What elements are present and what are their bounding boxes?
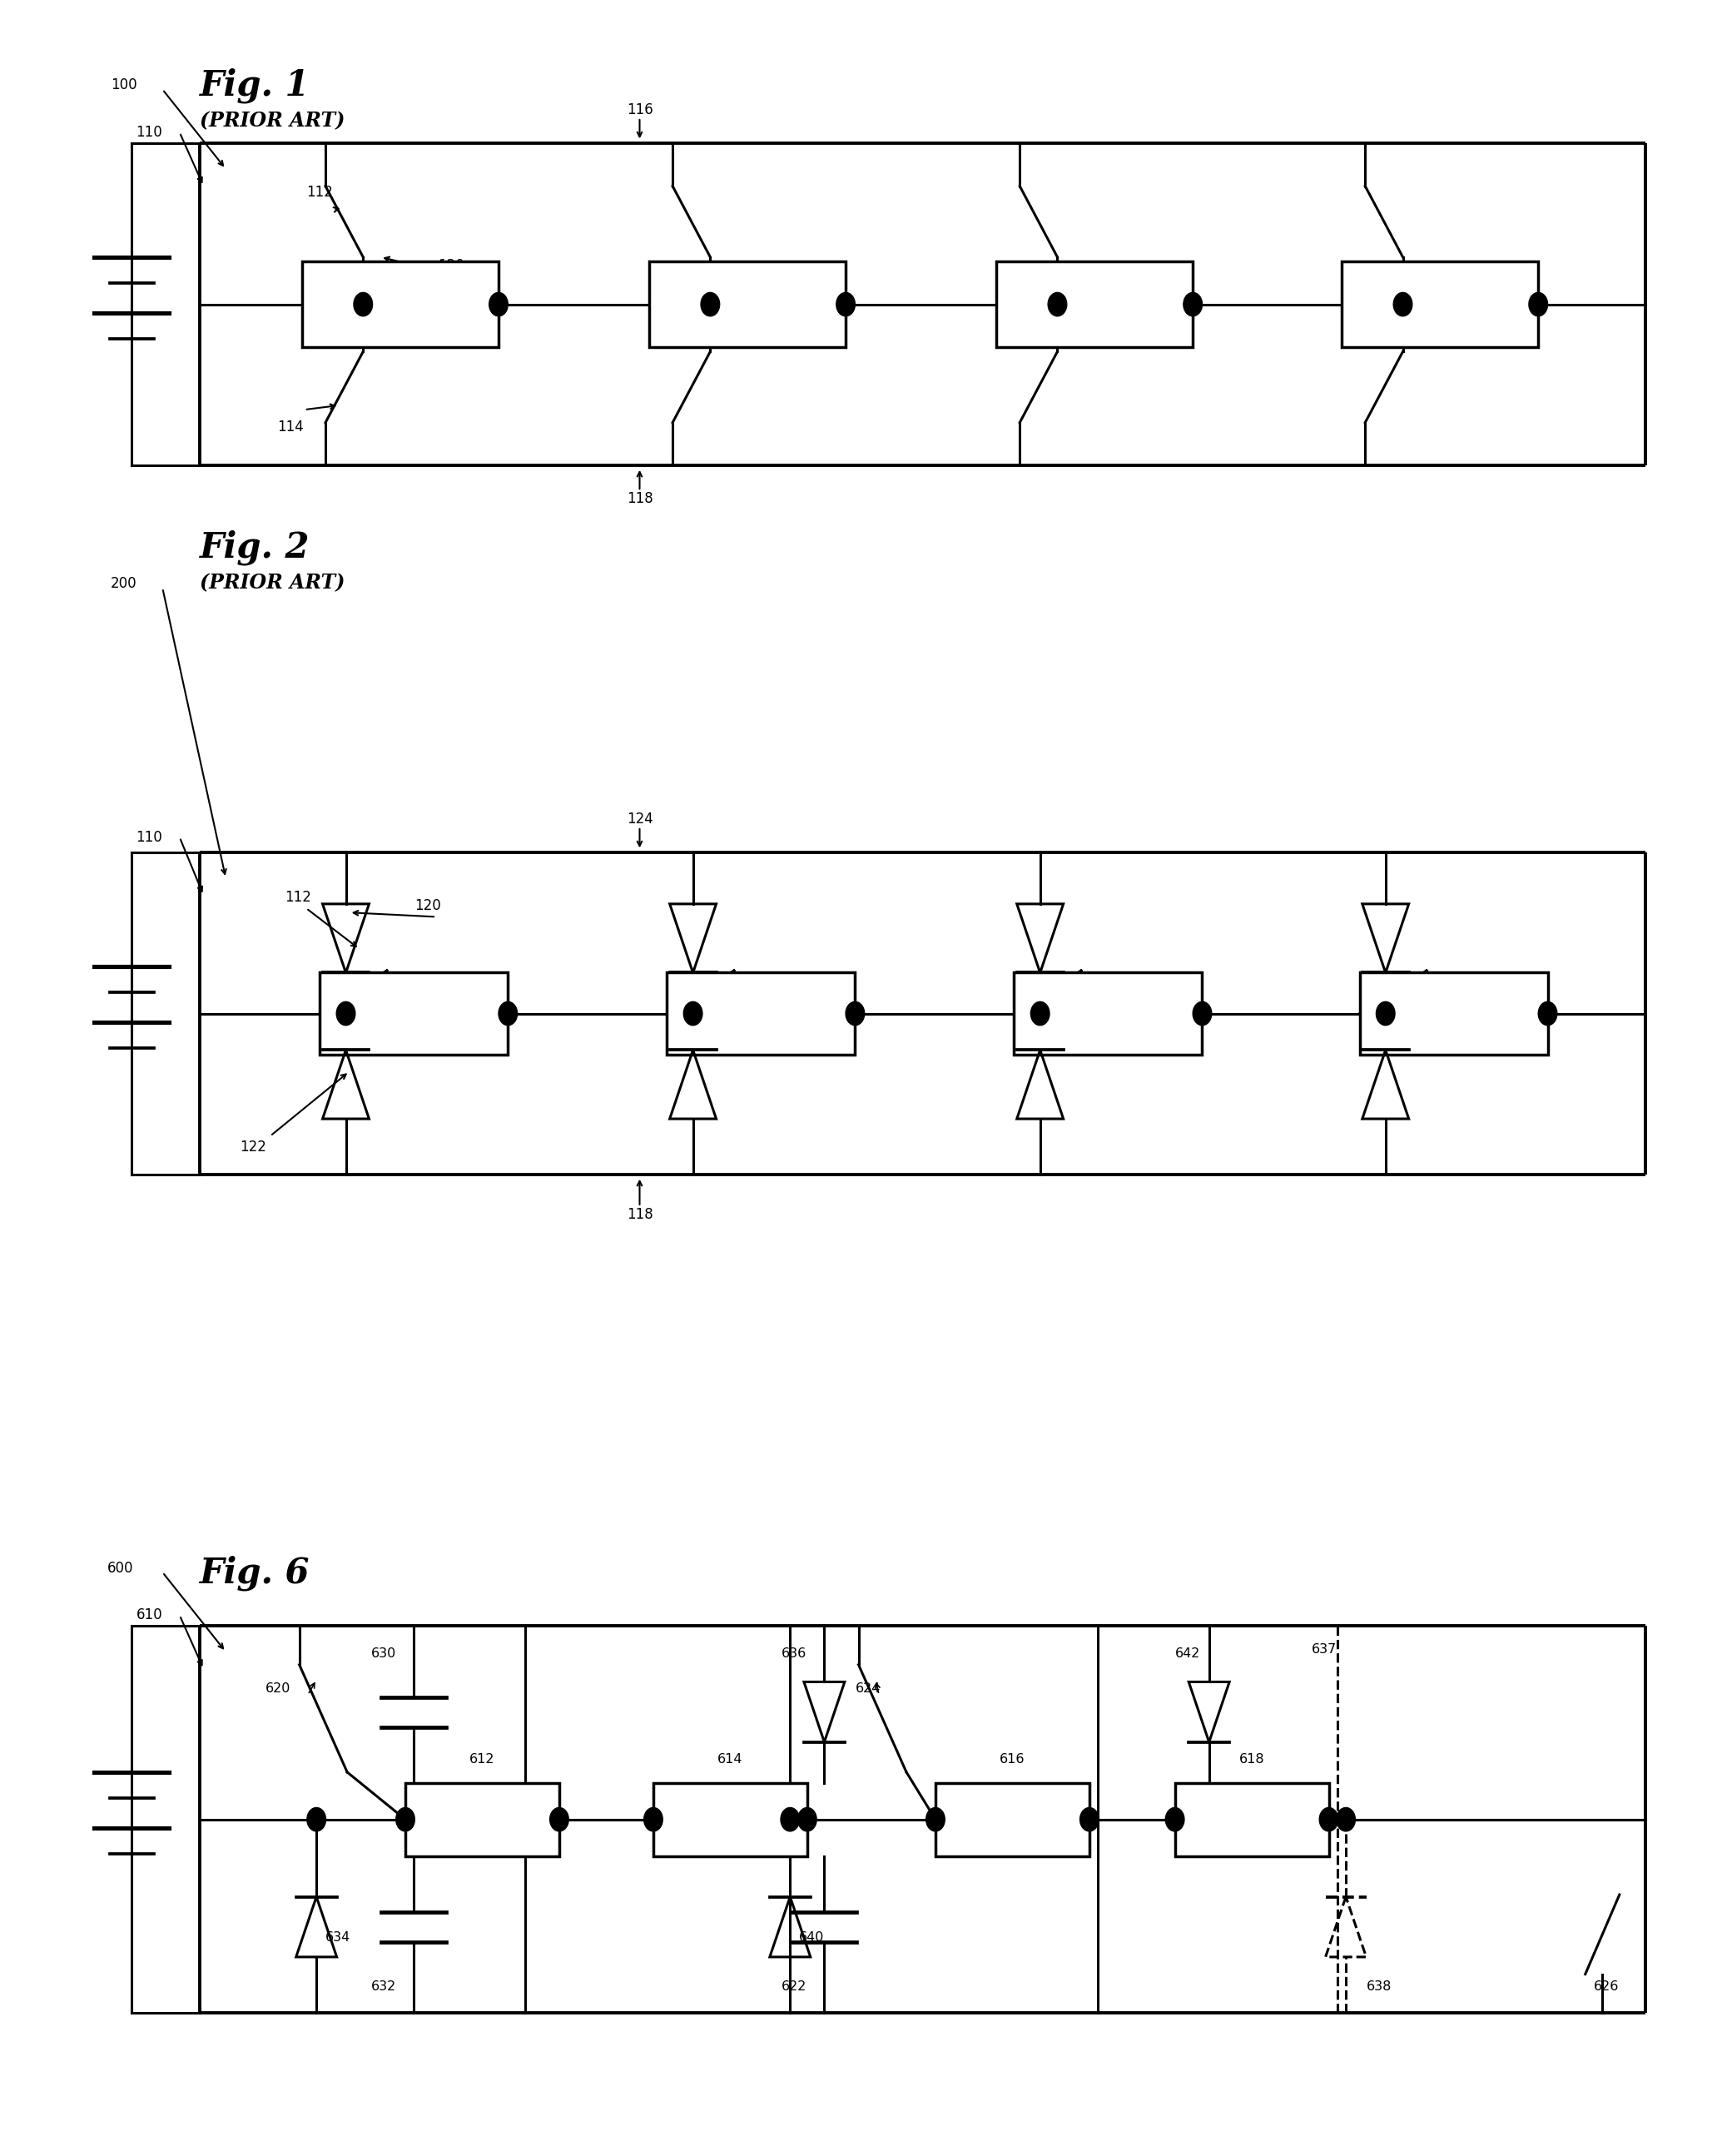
Circle shape — [701, 293, 719, 317]
Text: 114: 114 — [278, 418, 304, 433]
Circle shape — [1538, 1003, 1557, 1026]
Circle shape — [925, 1807, 944, 1830]
Text: 630: 630 — [371, 1647, 397, 1660]
Bar — [996, 261, 1193, 347]
Text: 626: 626 — [1593, 1981, 1619, 1992]
Circle shape — [498, 1003, 517, 1026]
Circle shape — [307, 1807, 326, 1830]
Circle shape — [397, 1807, 416, 1830]
Text: 624: 624 — [855, 1682, 881, 1695]
Circle shape — [1528, 293, 1547, 317]
Text: 620: 620 — [266, 1682, 290, 1695]
Circle shape — [1394, 293, 1411, 317]
Text: 120: 120 — [414, 899, 441, 914]
Circle shape — [846, 1003, 864, 1026]
Circle shape — [549, 1807, 568, 1830]
Bar — [1015, 972, 1202, 1054]
Circle shape — [1336, 1807, 1355, 1830]
Text: (PRIOR ART): (PRIOR ART) — [201, 110, 345, 132]
Text: 116: 116 — [627, 101, 652, 116]
Bar — [936, 1783, 1089, 1856]
Text: Fig. 6: Fig. 6 — [201, 1554, 311, 1591]
Circle shape — [489, 293, 508, 317]
Bar — [1174, 1783, 1329, 1856]
Circle shape — [1047, 293, 1066, 317]
Text: (PRIOR ART): (PRIOR ART) — [201, 573, 345, 593]
Text: 618: 618 — [1240, 1753, 1264, 1766]
Text: 110: 110 — [136, 830, 163, 845]
Circle shape — [1080, 1807, 1099, 1830]
Text: 637: 637 — [1312, 1643, 1338, 1656]
Text: 200: 200 — [110, 576, 137, 591]
Bar — [1360, 972, 1547, 1054]
Circle shape — [798, 1807, 817, 1830]
Text: 642: 642 — [1174, 1647, 1200, 1660]
Circle shape — [836, 293, 855, 317]
Text: 622: 622 — [781, 1981, 807, 1992]
Bar — [1341, 261, 1538, 347]
Text: 636: 636 — [781, 1647, 807, 1660]
Circle shape — [1375, 1003, 1394, 1026]
Circle shape — [1030, 1003, 1049, 1026]
Text: 638: 638 — [1367, 1981, 1392, 1992]
Text: 120: 120 — [438, 259, 465, 274]
Text: 614: 614 — [718, 1753, 743, 1766]
Circle shape — [1166, 1807, 1185, 1830]
Circle shape — [781, 1807, 800, 1830]
Bar — [405, 1783, 560, 1856]
Bar — [319, 972, 508, 1054]
Circle shape — [644, 1807, 663, 1830]
Circle shape — [337, 1003, 355, 1026]
Text: Fig. 1: Fig. 1 — [201, 69, 311, 103]
Text: 122: 122 — [240, 1138, 266, 1153]
Bar — [302, 261, 498, 347]
Text: 118: 118 — [627, 1207, 652, 1222]
Text: 616: 616 — [999, 1753, 1025, 1766]
Text: 634: 634 — [326, 1932, 350, 1945]
Text: 610: 610 — [136, 1608, 163, 1623]
Circle shape — [1319, 1807, 1338, 1830]
Text: 632: 632 — [371, 1981, 397, 1992]
Circle shape — [683, 1003, 702, 1026]
Circle shape — [1193, 1003, 1212, 1026]
Text: 124: 124 — [627, 811, 652, 826]
Text: 100: 100 — [110, 78, 137, 93]
Bar — [666, 972, 855, 1054]
Bar — [652, 1783, 807, 1856]
Circle shape — [1183, 293, 1202, 317]
Text: 112: 112 — [285, 890, 311, 906]
Text: Fig. 2: Fig. 2 — [201, 530, 311, 565]
Bar — [649, 261, 846, 347]
Text: 110: 110 — [136, 125, 163, 140]
Text: 600: 600 — [106, 1561, 134, 1576]
Circle shape — [354, 293, 373, 317]
Text: 112: 112 — [307, 185, 333, 201]
Text: 118: 118 — [627, 492, 652, 507]
Text: 612: 612 — [469, 1753, 494, 1766]
Text: 640: 640 — [798, 1932, 824, 1945]
